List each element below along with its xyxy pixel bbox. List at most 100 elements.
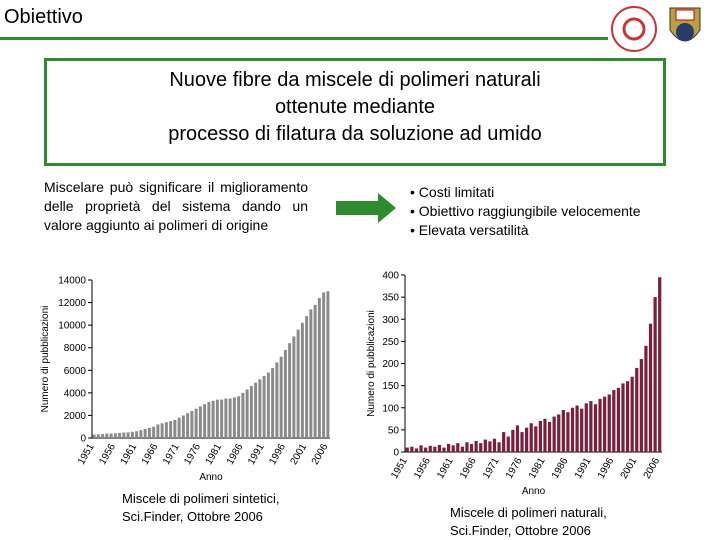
bar <box>211 400 215 438</box>
y-tick-label: 150 <box>382 381 399 392</box>
bar <box>194 408 198 438</box>
bar <box>177 417 181 438</box>
bar <box>228 398 232 438</box>
bar <box>446 444 451 452</box>
bar <box>181 415 185 438</box>
arrow <box>336 193 396 223</box>
bar <box>538 421 542 452</box>
bullet: • Obiettivo raggiungibile velocemente <box>410 203 641 219</box>
bar <box>543 418 547 452</box>
bar <box>414 448 419 452</box>
bar <box>479 443 483 452</box>
bar <box>506 436 510 452</box>
y-axis-label: Numero di pubblicazioni <box>40 306 51 413</box>
box-line: processo di filatura da soluzione ad umi… <box>168 123 542 145</box>
bar <box>283 349 287 438</box>
x-tick-label: 1966 <box>140 442 161 467</box>
bar <box>220 399 224 438</box>
bar <box>109 433 113 438</box>
crest <box>675 9 695 21</box>
bar <box>437 444 442 452</box>
paragraph: Miscelare può significare il miglioramen… <box>44 179 308 233</box>
y-tick-label: 12000 <box>58 298 86 309</box>
bar <box>249 386 253 438</box>
bullet: • Elevata versatilità <box>410 222 529 238</box>
bar <box>534 426 538 452</box>
bar <box>474 440 478 452</box>
bar <box>603 396 607 452</box>
x-tick-label: 2001 <box>289 442 310 467</box>
bar <box>658 277 662 452</box>
bar <box>186 413 190 438</box>
caption-line: Sci.Finder, Ottobre 2006 <box>122 509 263 524</box>
bar <box>635 367 639 452</box>
x-tick-label: 1971 <box>481 456 502 481</box>
y-tick-label: 50 <box>388 425 400 436</box>
x-tick-label: 1981 <box>527 456 548 481</box>
x-tick-label: 1981 <box>204 442 225 467</box>
bar <box>488 441 492 452</box>
x-tick-label: 1966 <box>458 456 479 481</box>
bar <box>547 421 552 452</box>
bar <box>561 409 565 452</box>
bar <box>584 403 588 452</box>
bar <box>557 414 561 452</box>
bar <box>254 382 258 438</box>
y-tick-label: 0 <box>80 434 86 445</box>
bar <box>442 447 446 452</box>
bar <box>552 416 556 452</box>
bar <box>135 431 139 438</box>
bar <box>612 390 616 452</box>
bar <box>483 439 487 452</box>
caption-line: Miscele di polimeri sintetici, <box>122 491 280 506</box>
y-tick-label: 14000 <box>58 276 86 287</box>
bar <box>529 423 533 452</box>
bar <box>589 401 593 452</box>
bar <box>101 434 105 438</box>
x-tick-label: 1986 <box>225 442 246 467</box>
bar <box>288 343 292 438</box>
y-tick-label: 6000 <box>64 366 87 377</box>
y-tick-label: 350 <box>382 293 399 304</box>
bar <box>262 375 266 438</box>
logo <box>622 17 646 41</box>
y-tick-label: 4000 <box>64 388 87 399</box>
caption-line: Miscele di polimeri naturali, <box>450 505 607 520</box>
bar <box>313 304 317 438</box>
x-tick-label: 2006 <box>642 456 663 481</box>
bar <box>266 372 270 438</box>
bar <box>309 309 313 438</box>
x-tick-label: 1976 <box>182 442 203 467</box>
y-tick-label: 10000 <box>58 321 86 332</box>
bar <box>241 392 245 438</box>
x-tick-label: 1971 <box>161 442 182 467</box>
bar <box>566 412 570 452</box>
bar <box>419 445 423 452</box>
bar <box>465 442 469 452</box>
bar <box>593 404 598 452</box>
x-tick-label: 1961 <box>435 456 456 481</box>
x-tick-label: 1951 <box>389 456 410 481</box>
x-tick-label: 1956 <box>97 442 118 467</box>
bar <box>207 401 211 438</box>
bar <box>105 433 109 438</box>
y-tick-label: 2000 <box>64 411 87 422</box>
bar <box>245 389 249 438</box>
box-line: ottenute mediante <box>274 96 436 118</box>
bar <box>511 429 515 452</box>
crest <box>676 23 694 41</box>
bar <box>607 394 611 452</box>
x-tick-label: 1991 <box>246 442 267 467</box>
bar <box>520 432 524 452</box>
bar <box>322 292 326 438</box>
bar <box>317 298 321 438</box>
x-tick-label: 1996 <box>596 456 617 481</box>
bar <box>126 432 130 438</box>
x-tick-label: 1991 <box>573 456 594 481</box>
bar <box>275 362 279 438</box>
bar <box>139 430 143 438</box>
y-tick-label: 400 <box>382 271 399 282</box>
box-line: Nuove fibre da miscele di polimeri natur… <box>169 69 541 91</box>
